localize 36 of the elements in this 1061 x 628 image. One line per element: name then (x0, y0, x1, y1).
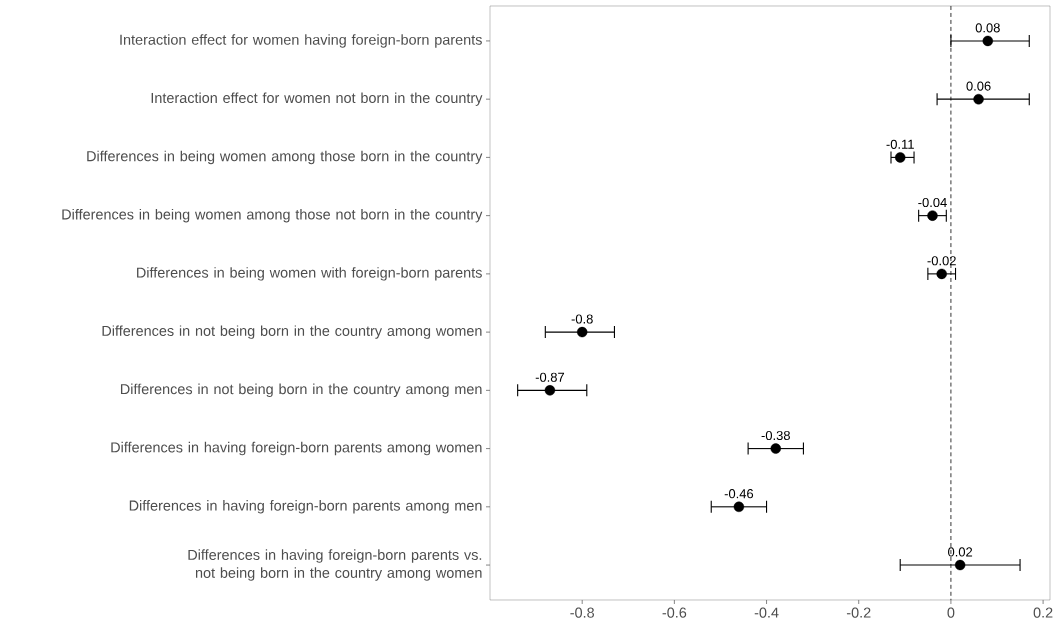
data-label: -0.87 (535, 372, 565, 382)
y-tick-label: Differences in not being born in the country among men (120, 383, 482, 398)
data-label: 0.08 (975, 23, 1000, 33)
x-tick-label: -0.6 (662, 607, 687, 618)
y-tick-label: Differences in not being born in the country among women (102, 325, 482, 339)
x-tick-label: -0.8 (570, 607, 594, 618)
data-label: -0.8 (571, 314, 593, 324)
y-tick-label: Differences in being women with foreign-born parents (137, 267, 482, 281)
x-tick-label: 0.2 (1033, 607, 1053, 618)
y-tick-label: Interaction effect for women having foreign-born parents (120, 34, 482, 48)
x-tick-label: -0.4 (754, 607, 779, 618)
point (733, 501, 745, 513)
x-tick-label: 0 (947, 607, 955, 618)
data-label: -0.04 (918, 197, 947, 208)
y-tick-label: Differences in having foreign-born parents among women (111, 441, 482, 456)
y-tick-label: Differences in being women among those born in the country (87, 150, 483, 165)
data-label: -0.38 (761, 430, 790, 441)
point (936, 268, 947, 280)
x-tick-label: -0.2 (846, 607, 871, 618)
point (973, 93, 984, 105)
data-label: 0.06 (966, 81, 991, 91)
data-label: -0.02 (927, 256, 956, 266)
data-label: -0.11 (886, 139, 914, 149)
y-tick-label: Differences in being women among those not born in the country (62, 208, 483, 223)
data-label: 0.02 (948, 547, 973, 557)
point (895, 152, 906, 163)
point (544, 385, 556, 396)
y-tick-label: Differences in having foreign-born parents vs. not being born in the country among women (188, 549, 482, 581)
data-label: -0.46 (724, 489, 754, 499)
point (576, 326, 588, 338)
y-tick-label: Differences in having foreign-born parents among men (129, 500, 482, 514)
point (982, 35, 993, 47)
point (954, 559, 966, 571)
point (927, 210, 938, 221)
point (770, 443, 781, 454)
y-tick-label: Interaction effect for women not born in the country (151, 92, 483, 106)
